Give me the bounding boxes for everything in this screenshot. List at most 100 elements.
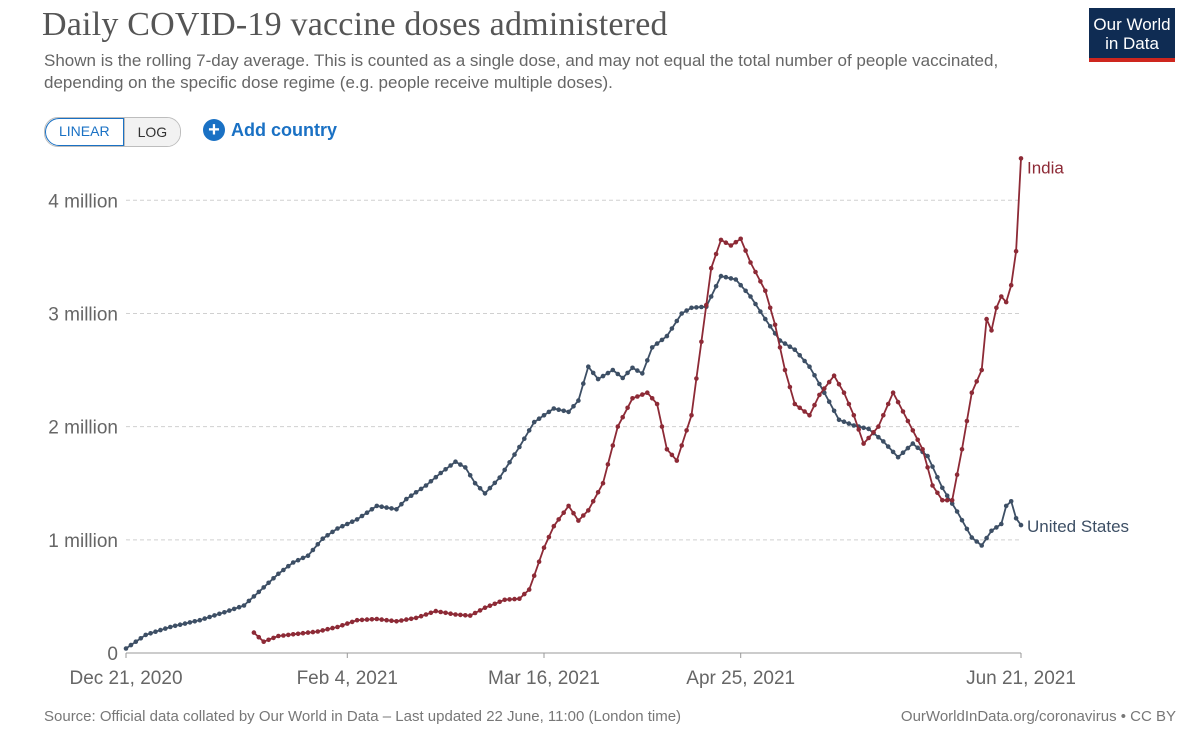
- data-point-united-states: [271, 576, 276, 581]
- data-point-india: [256, 634, 262, 640]
- data-point-india: [522, 591, 527, 597]
- data-point-india: [935, 490, 940, 496]
- data-point-united-states: [763, 316, 768, 322]
- data-point-united-states: [320, 536, 326, 541]
- logo-line-1: Our World: [1093, 15, 1171, 34]
- series-line-india[interactable]: [253, 158, 1022, 643]
- data-point-india: [831, 373, 837, 378]
- data-point-united-states: [1013, 516, 1019, 521]
- page-subtitle: Shown is the rolling 7-day average. This…: [44, 51, 999, 92]
- data-point-india: [300, 630, 306, 636]
- data-point-india: [517, 596, 522, 601]
- data-point-united-states: [551, 406, 557, 411]
- data-point-india: [635, 394, 640, 399]
- data-point-united-states: [625, 370, 630, 376]
- series-label-united-states[interactable]: United States: [1027, 517, 1129, 536]
- data-point-united-states: [168, 624, 173, 630]
- data-point-india: [605, 462, 611, 467]
- data-point-united-states: [556, 407, 561, 413]
- data-point-united-states: [290, 560, 296, 565]
- data-point-united-states: [930, 464, 935, 469]
- data-point-united-states: [787, 344, 793, 349]
- data-point-india: [694, 376, 699, 381]
- data-point-india: [866, 435, 871, 441]
- log-scale-button[interactable]: LOG: [123, 118, 181, 146]
- data-point-india: [556, 517, 561, 522]
- data-point-united-states: [979, 543, 984, 548]
- data-point-united-states: [748, 294, 753, 299]
- line-chart[interactable]: 0 1 million 2 million 3 million 4 million Dec…: [0, 150, 1200, 702]
- data-point-united-states: [133, 639, 139, 644]
- owid-logo[interactable]: Our World in Data: [1089, 8, 1175, 62]
- data-point-india: [502, 597, 508, 603]
- data-point-united-states: [467, 473, 473, 478]
- data-point-india: [841, 390, 847, 395]
- data-point-india: [492, 601, 498, 607]
- x-tick-label: Mar 16, 2021: [488, 668, 600, 689]
- data-point-india: [374, 616, 380, 622]
- data-point-united-states: [615, 371, 621, 377]
- source-note: Source: Official data collated by Our Wo…: [44, 708, 682, 725]
- data-point-united-states: [128, 642, 134, 648]
- data-point-united-states: [526, 428, 532, 433]
- data-point-india: [379, 617, 385, 622]
- data-point-india: [782, 367, 788, 373]
- data-point-united-states: [743, 288, 748, 294]
- data-point-united-states: [335, 526, 340, 531]
- data-point-united-states: [192, 619, 198, 624]
- data-point-united-states: [576, 398, 581, 403]
- data-point-united-states: [408, 493, 414, 499]
- data-point-united-states: [664, 333, 670, 339]
- data-point-united-states: [202, 616, 207, 621]
- data-point-india: [536, 559, 542, 564]
- data-point-india: [895, 399, 901, 405]
- data-point-india: [349, 619, 355, 625]
- data-point-united-states: [900, 450, 906, 456]
- data-point-united-states: [207, 614, 212, 620]
- data-point-india: [590, 499, 596, 504]
- data-point-united-states: [881, 439, 886, 444]
- data-point-united-states: [674, 318, 680, 324]
- data-point-united-states: [581, 381, 586, 386]
- add-country-button[interactable]: + Add country: [203, 117, 337, 143]
- data-point-united-states: [684, 308, 689, 313]
- data-point-india: [630, 396, 635, 401]
- data-point-india: [713, 251, 719, 257]
- data-point-india: [920, 447, 925, 452]
- data-point-india: [625, 405, 630, 411]
- linear-scale-button[interactable]: LINEAR: [45, 118, 124, 146]
- data-point-united-states: [905, 445, 911, 451]
- y-tick-label: 2 million: [48, 418, 118, 439]
- data-point-united-states: [379, 504, 385, 510]
- data-point-united-states: [487, 485, 493, 491]
- data-point-united-states: [369, 507, 375, 512]
- data-point-india: [989, 328, 994, 333]
- data-point-united-states: [969, 535, 975, 540]
- data-point-united-states: [482, 491, 488, 496]
- data-point-united-states: [502, 467, 508, 473]
- credit-link[interactable]: OurWorldInData.org/coronavirus • CC BY: [900, 708, 1176, 725]
- data-point-india: [802, 409, 807, 414]
- data-point-united-states: [959, 517, 965, 523]
- data-point-united-states: [349, 519, 355, 524]
- data-point-united-states: [276, 571, 281, 577]
- data-point-india: [463, 613, 468, 618]
- data-point-india: [836, 381, 842, 387]
- data-point-united-states: [438, 470, 444, 476]
- data-point-united-states: [531, 419, 537, 425]
- data-point-india: [654, 401, 660, 407]
- data-point-india: [910, 428, 916, 433]
- data-point-united-states: [630, 365, 635, 371]
- data-point-united-states: [522, 436, 527, 442]
- data-point-india: [531, 573, 537, 578]
- data-point-india: [753, 269, 758, 275]
- data-point-india: [704, 302, 709, 308]
- series-label-india[interactable]: India: [1027, 158, 1064, 177]
- data-point-united-states: [600, 373, 606, 379]
- data-point-united-states: [359, 513, 365, 519]
- data-point-india: [767, 305, 773, 311]
- data-point-india: [359, 617, 365, 623]
- data-point-united-states: [477, 486, 483, 491]
- data-point-india: [851, 413, 857, 418]
- data-point-india: [974, 379, 979, 384]
